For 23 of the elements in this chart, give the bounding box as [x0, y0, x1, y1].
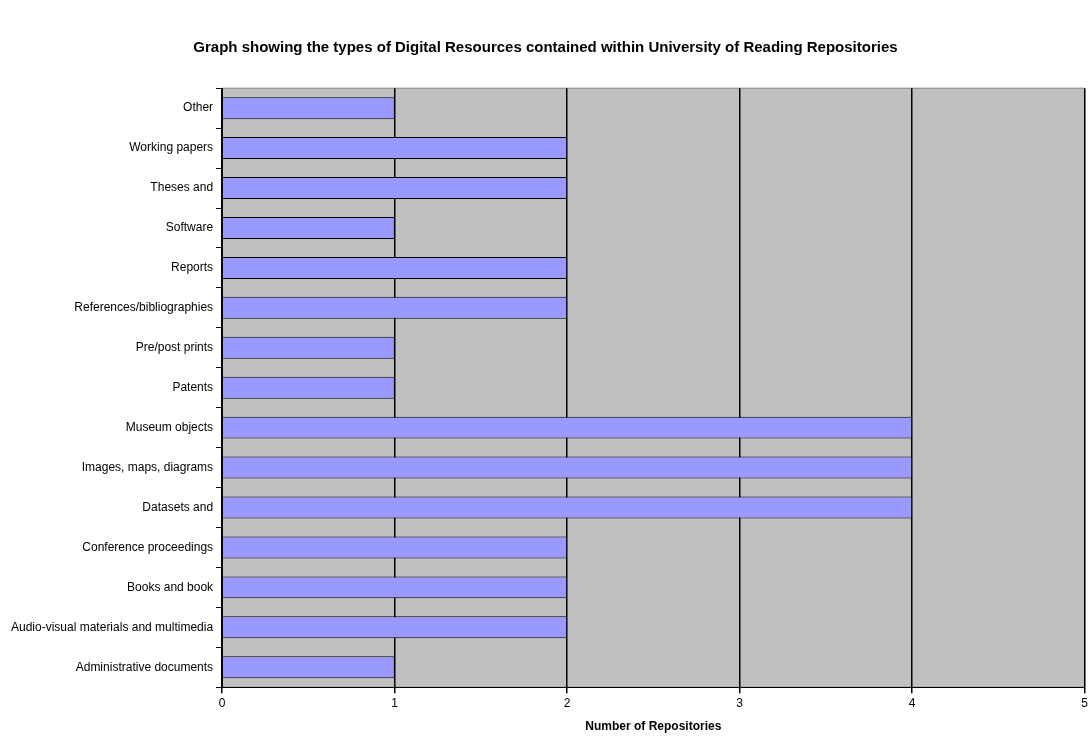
y-tick-label: Other [183, 100, 214, 115]
x-tick-label: 4 [908, 695, 916, 710]
x-axis-title: Number of Repositories [585, 719, 722, 734]
x-tick-label: 2 [563, 695, 571, 710]
y-tick-label: Images, maps, diagrams [81, 459, 214, 474]
y-tick-label: Museum objects [125, 419, 214, 434]
y-tick-label: Reports [171, 260, 214, 275]
chart-title: Graph showing the types of Digital Resources contained within University of Reading Repositories [192, 38, 899, 57]
y-tick-label: Books and book [127, 579, 215, 594]
y-tick-label: Pre/post prints [135, 340, 214, 355]
x-tick-label: 5 [1081, 695, 1089, 710]
y-tick-label: Patents [172, 380, 214, 395]
y-tick-label: Conference proceedings [82, 539, 214, 554]
y-tick-label: References/bibliographies [74, 300, 214, 315]
y-tick-label: Datasets and [142, 499, 214, 514]
y-tick-label: Administrative documents [75, 659, 214, 674]
y-tick-label: Working papers [129, 140, 214, 155]
y-tick-label: Software [165, 220, 214, 235]
x-tick-label: 0 [218, 695, 226, 710]
y-tick-label: Audio-visual materials and multimedia [11, 619, 214, 634]
y-tick-label: Theses and [150, 180, 214, 195]
x-tick-label: 3 [736, 695, 744, 710]
x-tick-label: 1 [391, 695, 399, 710]
